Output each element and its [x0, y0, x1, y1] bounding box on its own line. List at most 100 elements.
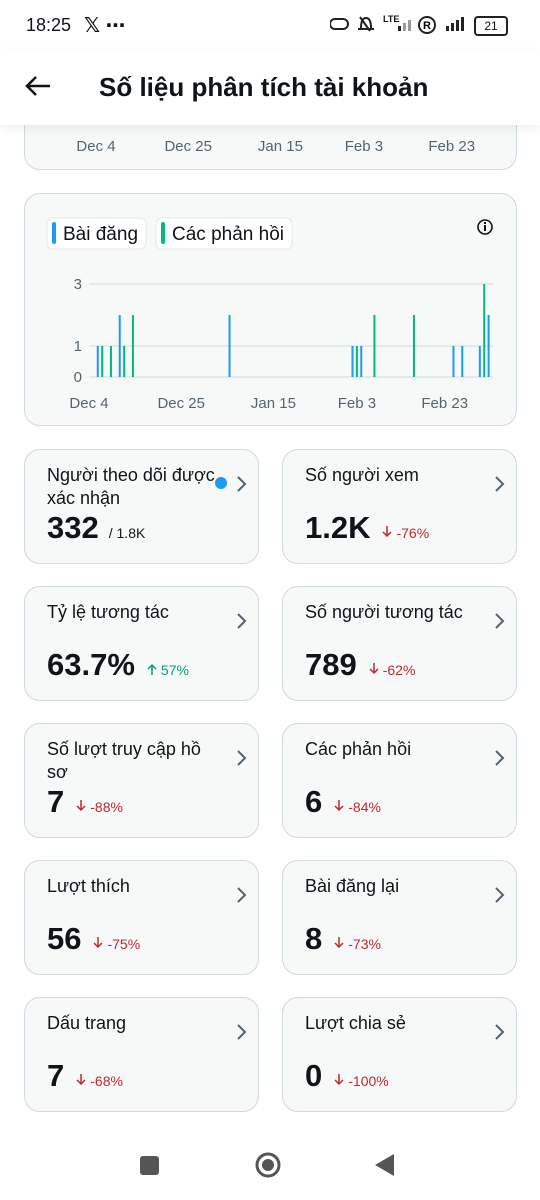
chevron — [237, 887, 247, 903]
back-button[interactable] — [24, 74, 52, 98]
status-icons: R — [330, 16, 464, 34]
badge-circle — [215, 477, 227, 489]
metric-value-row: 7 -88% — [47, 784, 123, 820]
info-dot — [484, 225, 486, 231]
metric-change: -68% — [90, 1073, 123, 1089]
bar — [123, 346, 126, 377]
metric-change: -76% — [396, 525, 430, 541]
metric-value-row: 56 -75% — [47, 921, 140, 957]
header: Số liệu phân tích tài khoản — [0, 50, 540, 125]
metric-card[interactable]: Số lượt truy cập hồ sơ 7 -88% — [24, 723, 259, 838]
metric-label: Lượt thích — [47, 876, 130, 896]
x-tick-label: Jan 15 — [251, 395, 296, 412]
metric-card[interactable]: Lượt chia sẻ 0 -100% — [282, 997, 517, 1112]
arrow-path — [334, 937, 344, 949]
metric-value: 7 — [47, 784, 65, 819]
bar — [412, 315, 415, 377]
metric-total: / 1.8K — [108, 525, 146, 541]
chevron-path — [495, 1024, 505, 1040]
x-tick-label: Dec 4 — [69, 395, 108, 412]
metric-label: Dấu trang — [47, 1013, 127, 1033]
metric-change: -84% — [348, 799, 381, 815]
chevron — [237, 1024, 247, 1040]
top-chart: Dec 4 Dec 25 Jan 15 Feb 3 Feb 23 — [76, 138, 475, 155]
bar — [355, 346, 358, 377]
metric-label: Số người tương tác — [305, 602, 463, 622]
chevron — [495, 1024, 505, 1040]
metric-label: Lượt chia sẻ — [305, 1013, 406, 1033]
arrow-path — [369, 663, 379, 675]
metric-card[interactable]: Các phản hồi 6 -84% — [282, 723, 517, 838]
metric-value: 8 — [305, 921, 323, 956]
metric-card[interactable]: Lượt thích 56 -75% — [24, 860, 259, 975]
chevron — [495, 613, 505, 629]
metric-change: -75% — [107, 936, 141, 952]
bar — [228, 315, 231, 377]
info-icon[interactable] — [477, 219, 493, 235]
page-title: Số liệu phân tích tài khoản — [99, 72, 429, 102]
metric-value-row: 0 -100% — [305, 1058, 389, 1094]
metric-value: 56 — [47, 921, 82, 956]
metric-value-row: 789 -62% — [305, 647, 415, 683]
metric-value: 332 — [47, 510, 99, 545]
arrow-path — [334, 800, 344, 812]
metric-change: -100% — [348, 1073, 389, 1089]
bar — [351, 346, 354, 377]
arrow-path — [382, 526, 393, 538]
x-tick-label: Feb 3 — [345, 138, 383, 155]
activity-chart-card: 0 1 3 Dec 4 Dec 25 Jan 15 Feb 3 Feb 23 Bài đăng C… — [24, 193, 517, 426]
arrow-path — [334, 1074, 344, 1086]
legend-label: Bài đăng — [63, 224, 138, 245]
verified-badge — [215, 477, 227, 489]
nav-bar — [140, 1152, 394, 1178]
x-tick-label: Jan 15 — [258, 138, 303, 155]
x-tick-label: Feb 23 — [428, 138, 475, 155]
chevron-path — [237, 613, 247, 629]
legend-item: Các phản hồi — [155, 217, 293, 250]
chevron — [237, 476, 247, 492]
trend-arrow — [334, 937, 344, 949]
trend-arrow — [93, 937, 104, 949]
metric-value: 63.7% — [47, 647, 135, 682]
metric-card[interactable]: Bài đăng lại 8 -73% — [282, 860, 517, 975]
metric-label: Số người xem — [305, 465, 419, 485]
metric-card[interactable]: Số người tương tác 789 -62% — [282, 586, 517, 701]
metric-value-row: 6 -84% — [305, 784, 381, 820]
chevron — [495, 887, 505, 903]
metric-card[interactable]: Dấu trang 7 -68% — [24, 997, 259, 1112]
recent-button[interactable] — [140, 1156, 159, 1175]
metric-value-row: 332 / 1.8K — [47, 510, 145, 546]
metric-change: 57% — [160, 662, 189, 678]
bar — [373, 315, 376, 377]
x-tick-label: Dec 25 — [164, 138, 212, 155]
x-tick-label: Feb 23 — [421, 395, 468, 412]
x-tick-label: Dec 25 — [157, 395, 205, 412]
metric-card[interactable]: Số người xem 1.2K -76% — [282, 449, 517, 564]
trend-arrow — [76, 1074, 86, 1086]
metric-card[interactable]: Người theo dõi được xác nhận 332 / 1.8K — [24, 449, 259, 564]
metric-value: 789 — [305, 647, 357, 682]
bar — [360, 346, 363, 377]
chevron-path — [237, 476, 247, 492]
metric-value: 1.2K — [305, 510, 371, 545]
metric-value-row: 1.2K -76% — [305, 510, 429, 546]
back-nav-button[interactable] — [375, 1154, 394, 1176]
metric-card[interactable]: Tỷ lệ tương tác 63.7% 57% — [24, 586, 259, 701]
metric-value-row: 63.7% 57% — [47, 647, 189, 683]
legend-box — [155, 217, 293, 250]
info-circle — [477, 219, 493, 235]
trend-arrow — [147, 663, 157, 675]
bar — [478, 346, 481, 377]
bar — [101, 346, 104, 377]
x-tick-label: Feb 3 — [338, 395, 376, 412]
legend-label: Các phản hồi — [172, 224, 284, 245]
chevron — [237, 750, 247, 766]
arrow-path — [93, 937, 104, 949]
time: 18:25 — [26, 15, 72, 35]
home-button[interactable] — [255, 1152, 281, 1178]
bar — [131, 315, 134, 377]
network: LTE — [383, 14, 400, 24]
trend-arrow — [334, 800, 344, 812]
y-tick-label: 3 — [74, 276, 82, 293]
